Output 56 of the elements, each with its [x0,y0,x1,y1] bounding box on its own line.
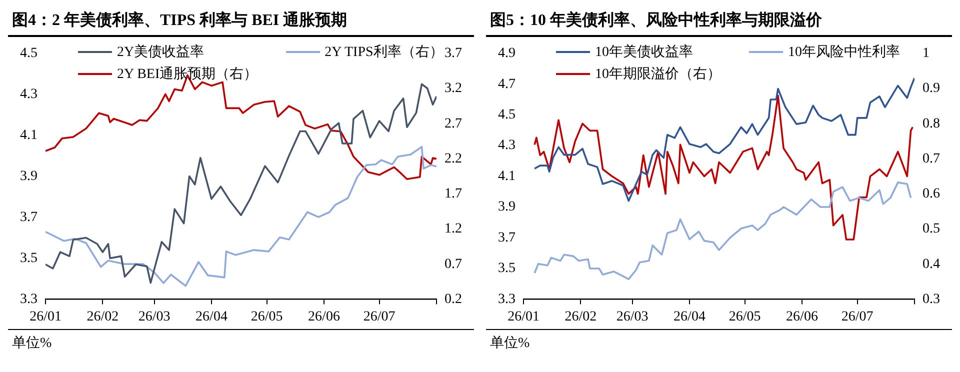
x-tick-label: 26/03 [138,309,170,324]
legend-label: 2Y TIPS利率（右） [324,43,444,61]
y2-tick-label: 0.7 [922,151,940,166]
y2-tick-label: 3.2 [444,81,462,96]
text: 单位% [490,336,530,351]
y-tick-label: 4.3 [20,87,38,102]
y-tick-label: 3.9 [20,168,38,184]
x-tick-label: 26/01 [508,309,540,324]
y-tick-label: 3.5 [20,250,38,266]
legend-label: 2Y美债收益率 [117,43,204,61]
y-tick-label: 4.9 [498,46,516,62]
x-tick-label: 26/02 [86,309,119,324]
legend-label: 2Y BEI通胀预期（右） [117,66,258,83]
x-tick-label: 26/05 [728,309,761,324]
y-tick-label: 3.7 [20,210,38,225]
text: 单位% [12,336,52,351]
y-tick-label: 3.3 [498,292,516,307]
x-tick-label: 26/07 [363,309,396,324]
legend-label: 10年风险中性利率 [788,43,900,61]
legend-label: 10年美债收益率 [595,43,693,61]
y2-tick-label: 2.2 [444,151,462,166]
y-tick-label: 3.7 [498,230,516,246]
y-tick-label: 4.1 [498,168,516,184]
x-tick-label: 26/02 [564,309,597,324]
y-tick-label: 4.5 [20,46,38,62]
legend-label: 10年期限溢价（右） [595,66,721,83]
y-tick-label: 3.5 [498,261,516,276]
chart-title: 图5：10 年美债利率、风险中性利率与期限溢价 [486,8,952,37]
x-tick-label: 26/03 [616,309,648,324]
y2-tick-label: 1 [922,46,930,62]
y-tick-label: 4.7 [498,76,516,92]
y2-tick-label: 0.5 [922,222,940,237]
y-tick-label: 4.1 [20,128,38,144]
chart-title: 图4：2 年美债利率、TIPS 利率与 BEI 通胀预期 [8,8,474,37]
y-tick-label: 4.3 [498,138,516,154]
y-tick-label: 3.9 [498,200,516,215]
y2-tick-label: 3.7 [444,46,462,62]
x-tick-label: 26/07 [841,309,874,324]
x-tick-label: 26/04 [674,309,706,324]
x-tick-label: 26/06 [308,309,340,324]
y2-tick-label: 0.9 [922,81,940,96]
y2-tick-label: 0.6 [922,186,940,202]
y-tick-label: 3.3 [20,292,38,307]
x-tick-label: 26/05 [250,309,283,324]
y2-tick-label: 1.2 [444,222,462,237]
y2-tick-label: 0.3 [922,292,940,307]
y2-tick-label: 0.4 [922,256,940,272]
y-tick-label: 4.5 [498,108,516,123]
y2-tick-label: 0.2 [444,292,462,307]
x-tick-label: 26/06 [786,309,818,324]
y2-tick-label: 1.7 [444,186,462,202]
y2-tick-label: 0.7 [444,256,462,272]
y2-tick-label: 2.7 [444,116,462,132]
y2-tick-label: 0.8 [922,116,940,132]
x-tick-label: 26/04 [196,309,228,324]
x-tick-label: 26/01 [30,309,62,324]
